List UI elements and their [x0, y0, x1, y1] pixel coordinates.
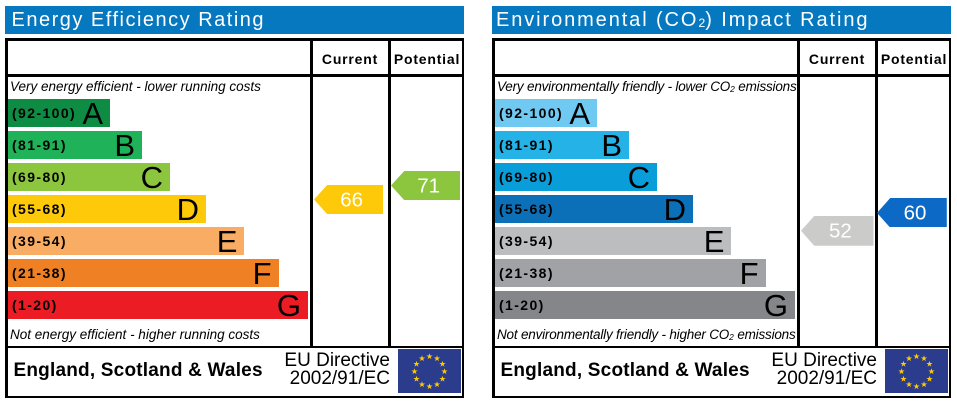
svg-text:60: 60 [904, 201, 927, 224]
svg-text:71: 71 [418, 174, 441, 197]
svg-text:66: 66 [341, 188, 364, 211]
svg-text:52: 52 [829, 219, 852, 242]
